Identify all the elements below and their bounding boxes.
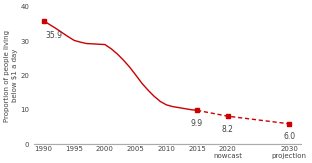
Y-axis label: Proportion of people living
below $1 a day: Proportion of people living below $1 a d… bbox=[4, 30, 18, 122]
Text: 8.2: 8.2 bbox=[222, 125, 234, 134]
Text: 9.9: 9.9 bbox=[191, 119, 203, 128]
Text: 6.0: 6.0 bbox=[283, 132, 295, 141]
Text: 35.9: 35.9 bbox=[45, 31, 62, 40]
